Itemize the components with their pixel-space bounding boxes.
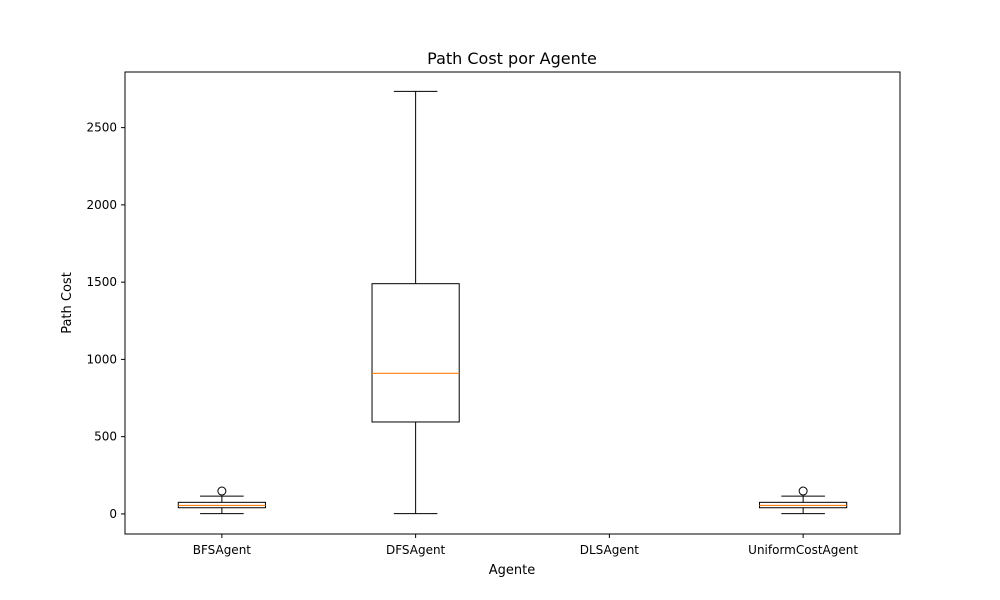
y-tick-label: 0: [109, 507, 117, 521]
x-tick-label: DLSAgent: [580, 543, 640, 557]
outlier-point: [217, 486, 227, 496]
box-uniformcostagent: [759, 486, 848, 515]
outlier-point: [798, 486, 808, 496]
y-axis-label: Path Cost: [60, 272, 75, 334]
chart-title: Path Cost por Agente: [427, 49, 597, 68]
x-axis-label: Agente: [489, 563, 535, 578]
x-tick-label: BFSAgent: [193, 543, 252, 557]
y-tick-label: 500: [94, 430, 117, 444]
box-bfsagent: [177, 486, 266, 515]
y-tick-label: 2500: [86, 121, 117, 135]
y-tick-label: 2000: [86, 198, 117, 212]
y-tick-label: 1000: [86, 352, 117, 366]
box-dfsagent: [371, 90, 460, 515]
y-tick-label: 1500: [86, 275, 117, 289]
y-axis-ticks: 0 500 1000 1500 2000 2500: [86, 121, 125, 521]
iqr-box: [371, 283, 460, 423]
x-tick-label: DFSAgent: [386, 543, 446, 557]
plot-frame: [124, 71, 901, 535]
x-tick-label: UniformCostAgent: [748, 543, 858, 557]
x-axis-ticks: BFSAgent DFSAgent DLSAgent UniformCostAgent: [193, 534, 858, 557]
box-series: [177, 90, 848, 515]
